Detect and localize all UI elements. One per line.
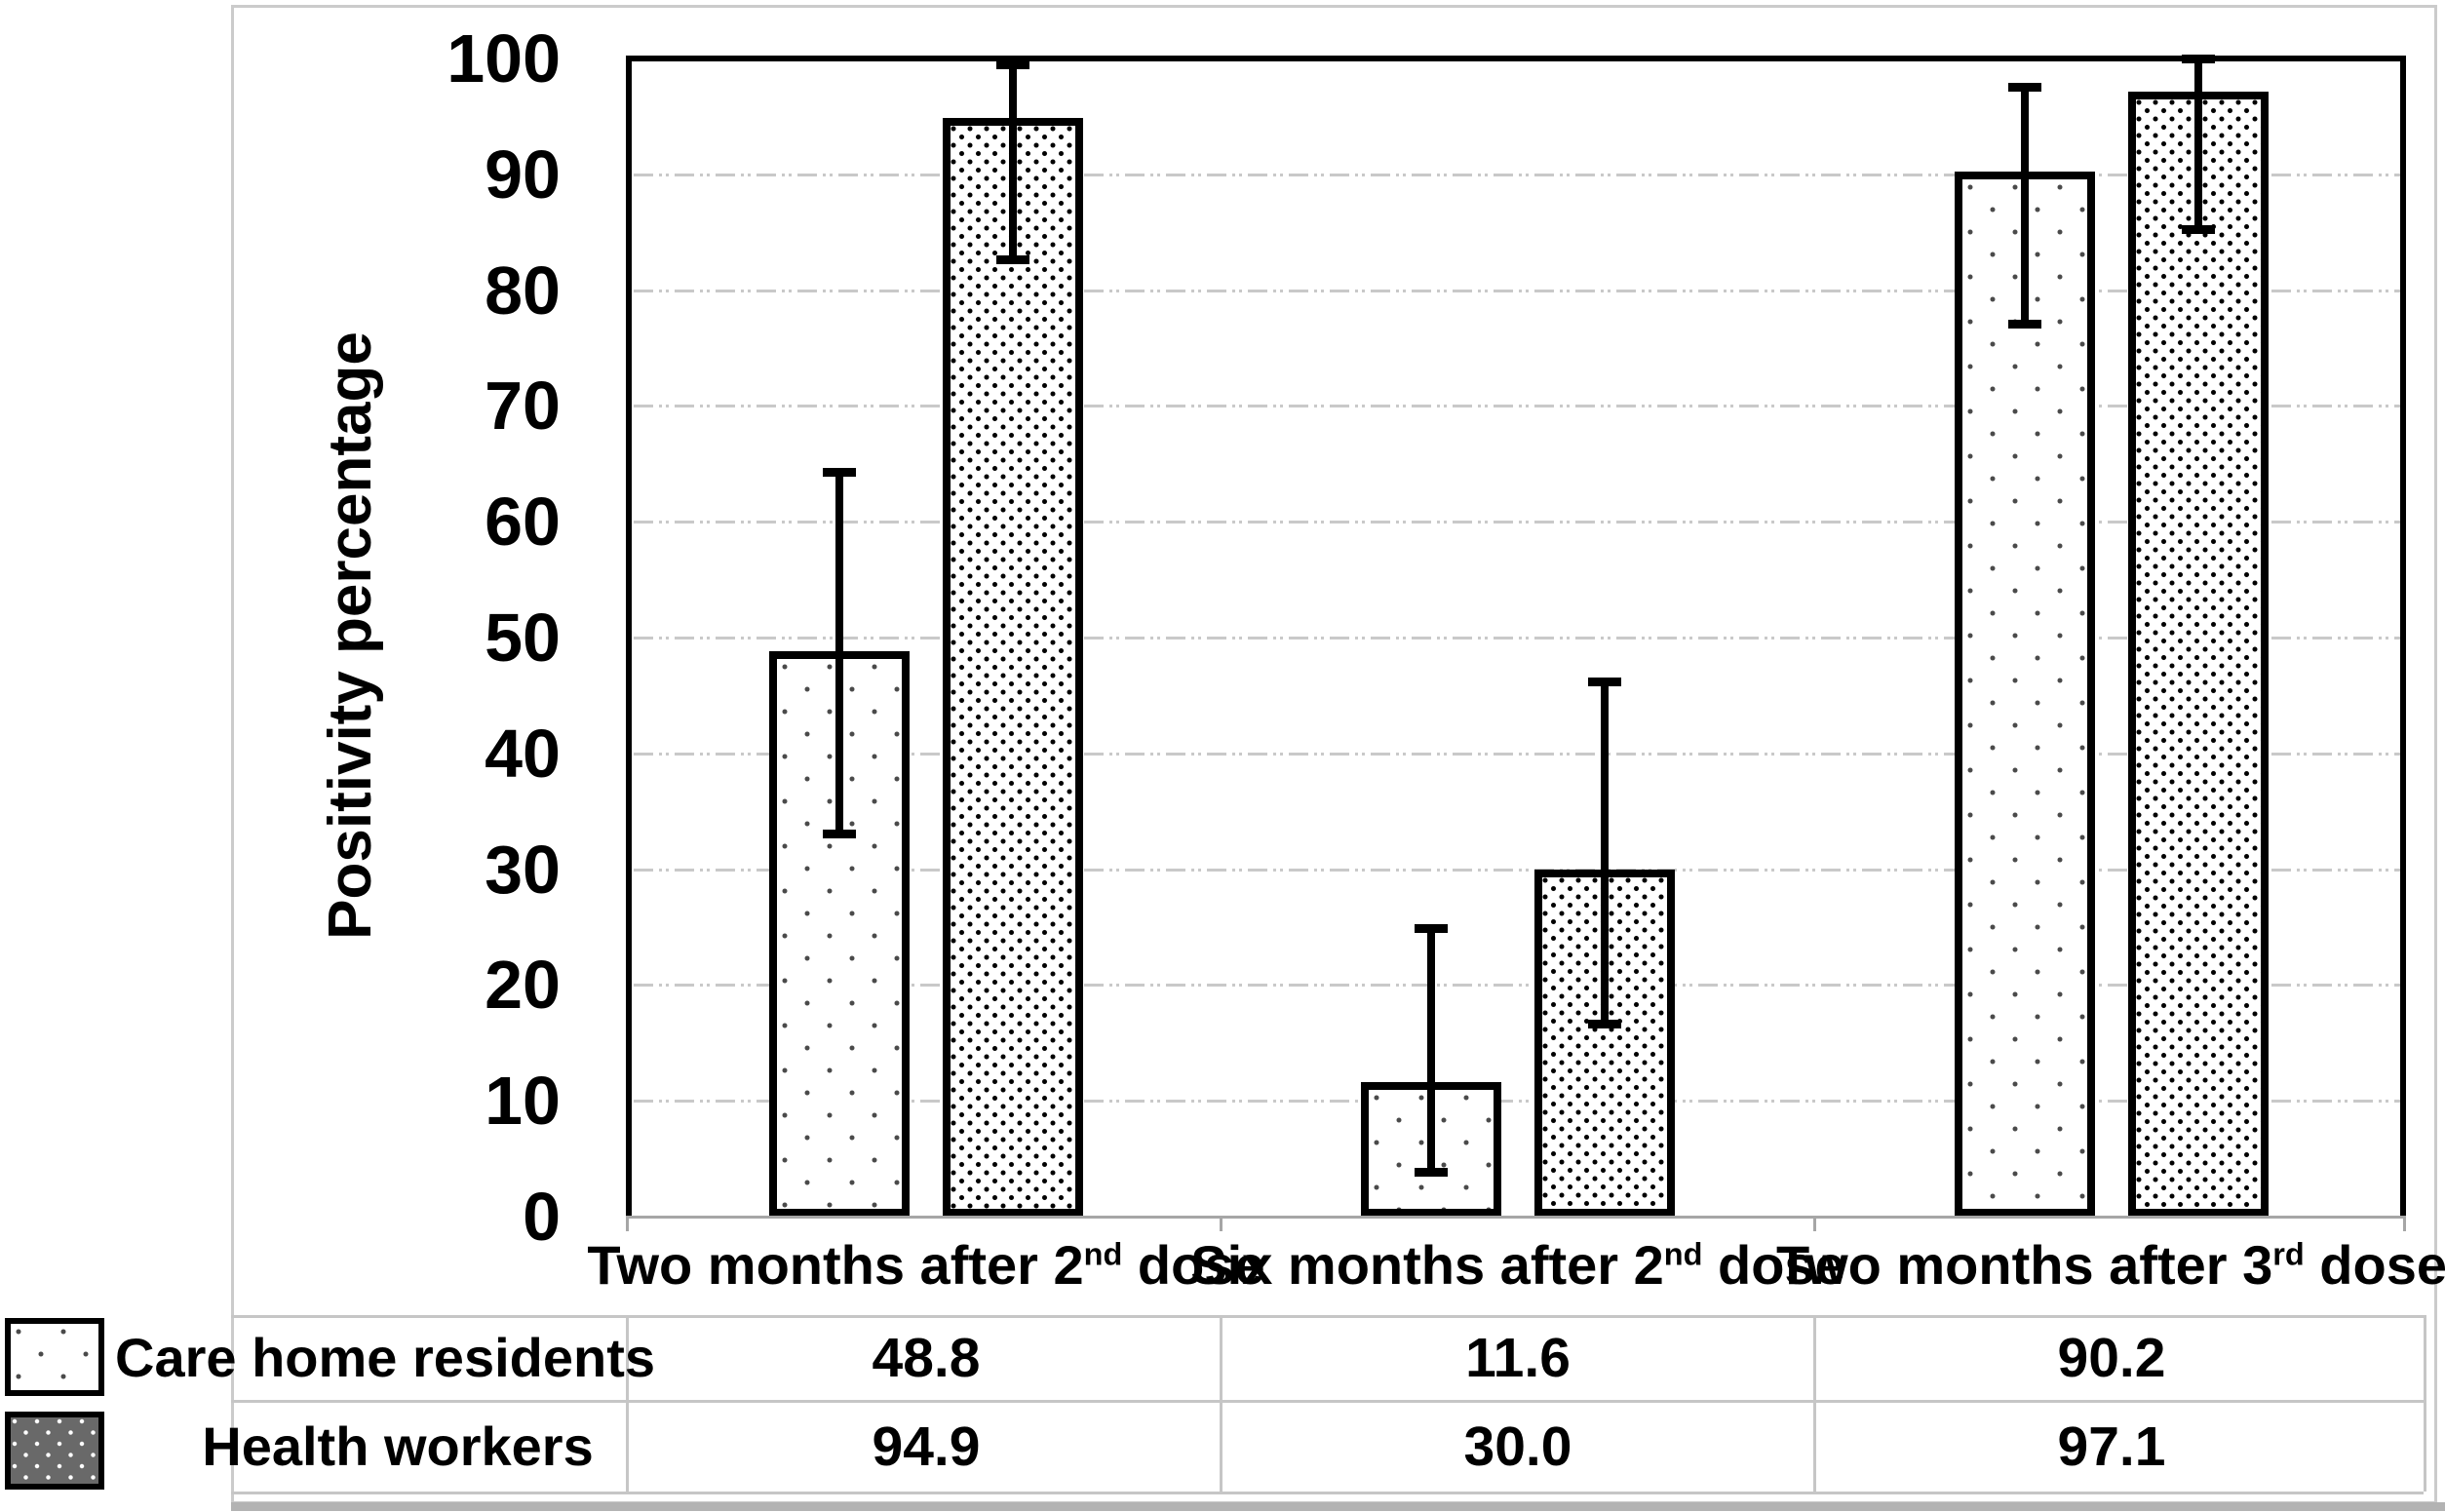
table-col-line-1: [1220, 1315, 1222, 1492]
table-row-line-1: [231, 1400, 2424, 1403]
axis-tick-1: [1220, 1218, 1222, 1231]
axis-tick-3: [2403, 1218, 2406, 1231]
table-value-care-group1: 48.8: [872, 1327, 981, 1389]
table-row-line-0: [231, 1315, 2424, 1318]
table-value-health-group2: 30.0: [1463, 1415, 1572, 1478]
x-axis-label-group3: Two months after 3rd dose: [1776, 1234, 2445, 1296]
bar-care-group3: [1955, 172, 2095, 1217]
error-bar-cap-bottom: [2008, 320, 2041, 330]
ordinal-superscript: nd: [1663, 1236, 1703, 1272]
y-tick-label-10: 10: [485, 1063, 561, 1140]
legend-label-care-home-residents: Care home residents: [115, 1327, 655, 1388]
axis-tick-0: [626, 1218, 629, 1231]
error-bar-line: [1427, 928, 1435, 1173]
error-bar-cap-top: [996, 59, 1029, 69]
gridline-30: [634, 868, 2400, 872]
y-axis-title: Positivity percentage: [317, 331, 384, 940]
y-tick-label-90: 90: [485, 136, 561, 213]
y-tick-label-70: 70: [485, 368, 561, 445]
error-bar-cap-top: [2182, 55, 2215, 63]
error-bar-line: [1009, 63, 1017, 260]
error-bar-cap-bottom: [823, 829, 856, 838]
y-tick-label-50: 50: [485, 600, 561, 676]
gridline-50: [634, 637, 2400, 640]
error-bar-cap-top: [1588, 678, 1621, 687]
y-tick-label-60: 60: [485, 484, 561, 561]
error-bar-line: [2021, 86, 2029, 326]
legend-key-health-workers-icon: [5, 1412, 104, 1490]
table-col-line-2: [1813, 1315, 1816, 1492]
table-col-line-3: [2424, 1315, 2426, 1492]
table-col-line-0: [626, 1315, 629, 1492]
error-bar-cap-bottom: [1415, 1167, 1448, 1177]
error-bar-cap-bottom: [1588, 1019, 1621, 1028]
table-value-care-group2: 11.6: [1465, 1327, 1571, 1389]
error-bar-line: [835, 472, 843, 834]
gridline-90: [634, 173, 2400, 176]
y-tick-label-100: 100: [446, 20, 561, 97]
ordinal-superscript: nd: [1083, 1236, 1123, 1272]
gridline-80: [634, 289, 2400, 292]
x-axis-label-group1: Two months after 2nd dose: [587, 1234, 1265, 1296]
table-value-health-group1: 94.9: [872, 1415, 981, 1478]
y-tick-label-20: 20: [485, 947, 561, 1024]
y-tick-label-80: 80: [485, 252, 561, 329]
gridline-10: [634, 1100, 2400, 1104]
table-value-care-group3: 90.2: [2057, 1327, 2166, 1389]
y-tick-label-40: 40: [485, 715, 561, 792]
table-row-line-2: [231, 1492, 2424, 1494]
y-tick-label-0: 0: [523, 1179, 561, 1255]
figure-bottom-border: [231, 1502, 2445, 1511]
error-bar-cap-bottom: [2182, 224, 2215, 234]
y-tick-label-30: 30: [485, 831, 561, 908]
gridline-60: [634, 521, 2400, 524]
gridline-20: [634, 984, 2400, 988]
error-bar-cap-top: [2008, 82, 2041, 92]
gridline-40: [634, 752, 2400, 756]
error-bar-cap-top: [823, 468, 856, 478]
gridline-70: [634, 405, 2400, 408]
ordinal-superscript: rd: [2272, 1236, 2305, 1272]
error-bar-line: [2194, 58, 2202, 230]
error-bar-line: [1601, 681, 1609, 1025]
error-bar-cap-bottom: [996, 254, 1029, 264]
legend-label-health-workers: Health workers: [202, 1415, 594, 1477]
table-value-health-group3: 97.1: [2057, 1415, 2166, 1478]
error-bar-cap-top: [1415, 924, 1448, 934]
legend-key-care-home-residents-icon: [5, 1318, 104, 1396]
bar-health-group1: [943, 117, 1083, 1217]
x-axis-line: [626, 1216, 2406, 1219]
axis-tick-2: [1813, 1218, 1816, 1231]
x-axis-label-group2: Six months after 2nd dose: [1190, 1234, 1845, 1296]
bar-health-group3: [2128, 92, 2269, 1217]
